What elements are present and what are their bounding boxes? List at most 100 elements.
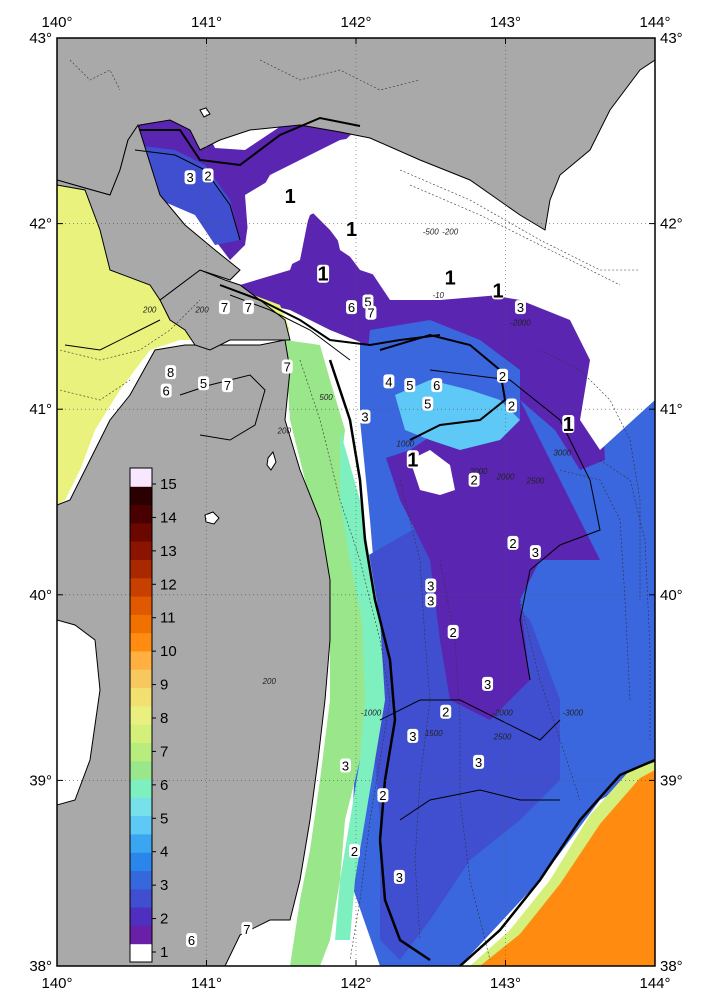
contour-value-label: 1 — [346, 219, 357, 241]
lon-tick-label-bottom: 143° — [490, 975, 521, 992]
contour-label-bg — [165, 365, 177, 380]
contour-label-bg — [404, 378, 416, 393]
contour-label-bg — [422, 396, 434, 411]
colorbar-swatch — [130, 577, 152, 597]
contour-label-bg — [160, 383, 172, 398]
contour-label-bg — [492, 281, 505, 300]
contour-value-label: 3 — [427, 579, 434, 594]
contour-label-bg — [444, 268, 457, 287]
field-eddy-white — [410, 450, 455, 495]
colorbar-border — [129, 467, 153, 963]
contour-value-label: 2 — [442, 705, 449, 720]
lon-tick-label-bottom: 142° — [340, 975, 371, 992]
colorbar-label: 7 — [160, 743, 168, 760]
contour-value-label: 2 — [508, 398, 515, 413]
lon-tick-label-top: 142° — [340, 14, 371, 31]
lat-tick-label-right: 38° — [660, 958, 683, 975]
contour-label-bg — [407, 728, 419, 743]
colorbar-label: 14 — [160, 509, 177, 526]
contour-value-label: 5 — [424, 397, 431, 412]
contour-label-bg — [346, 300, 358, 315]
colorbar-label: 15 — [160, 476, 177, 493]
lon-tick-label-top: 144° — [639, 14, 670, 31]
contour-label-bg — [281, 359, 293, 374]
contour-value-label: 2 — [379, 788, 386, 803]
contour-label-bg — [383, 374, 395, 389]
contour-value-label: 2 — [450, 625, 457, 640]
contour-west — [64, 319, 161, 351]
depth-200-north — [399, 169, 640, 271]
contour-label-bg — [317, 264, 330, 283]
contour-coast-main — [328, 359, 431, 962]
lon-tick-label-top: 140° — [41, 14, 72, 31]
colorbar-label: 8 — [160, 710, 168, 727]
depth-label: 2000 — [469, 467, 488, 476]
contour-south-2 — [399, 789, 560, 821]
colorbar-label: 13 — [160, 543, 177, 560]
lat-tick-label-left: 42° — [29, 216, 52, 233]
lat-tick-label-left: 43° — [29, 30, 52, 47]
depth-label: 500 — [319, 393, 333, 402]
depth-label: -1000 — [361, 708, 382, 717]
colorbar-swatch — [130, 760, 152, 780]
contour-value-label: 3 — [532, 545, 539, 560]
contour-label-bg — [406, 450, 419, 469]
contour-value-label: 6 — [348, 300, 355, 315]
land-islet-4 — [57, 619, 101, 806]
colorbar-swatch — [130, 486, 152, 506]
contour-label-bg — [440, 704, 452, 719]
field-north-blue-blob — [130, 145, 240, 245]
colorbar-swatch — [130, 888, 152, 908]
colorbar-swatch — [130, 852, 152, 872]
depth-label: 2000 — [496, 473, 515, 482]
contour-bay — [179, 374, 266, 441]
lat-tick-label-left: 41° — [29, 401, 52, 418]
contour-value-label: 7 — [284, 360, 291, 375]
contour-label-bg — [242, 300, 254, 315]
depth-labels: -500 -200 -10 -2000 200 200 500 200 1000 2000 2000… — [142, 228, 584, 742]
lat-tick-label-left: 38° — [29, 958, 52, 975]
field-north-purple — [125, 112, 360, 260]
field-west-yellow — [57, 185, 290, 505]
contour-label-bg — [349, 843, 361, 858]
colorbar-swatch — [130, 614, 152, 634]
depth-1500 — [439, 559, 491, 961]
contour-value-label: 7 — [224, 378, 231, 393]
contour-value-label: 6 — [188, 933, 195, 948]
depth-2000-east — [539, 349, 641, 600]
contour-value-label: 3 — [427, 593, 434, 608]
contour-label-bg — [482, 676, 494, 691]
field-se-orange — [480, 768, 655, 966]
depth-label: 200 — [277, 426, 292, 435]
contour-label-bg — [186, 933, 198, 948]
contour-label-bg — [365, 305, 377, 320]
contour-label-bg — [393, 869, 405, 884]
contour-value-label: 6 — [433, 378, 440, 393]
colorbar-swatch — [130, 541, 152, 560]
depth-label: 1500 — [425, 729, 443, 738]
colorbar-swatch — [130, 815, 152, 835]
contour-label-bg — [514, 300, 526, 315]
contour-label-bg — [198, 376, 210, 391]
contour-value-label: 3 — [517, 300, 524, 315]
depth-label: 200 — [194, 306, 209, 315]
contour-value-label: 2 — [204, 168, 211, 183]
contour-label-bg — [529, 545, 541, 560]
land-islet-1 — [204, 511, 220, 525]
field-se-yellow-band — [470, 762, 655, 966]
contour-label-bg — [284, 186, 297, 205]
lon-tick-label-top: 141° — [191, 14, 222, 31]
colorbar-swatch — [130, 559, 152, 579]
depth-hokkaido-2 — [69, 59, 121, 91]
contour-label-bg — [221, 378, 233, 393]
depth-2000-south — [519, 599, 581, 801]
graticule — [57, 38, 655, 966]
contour-label-bg — [340, 758, 352, 773]
field-coastal-green — [285, 340, 375, 966]
colorbar-swatch — [130, 742, 152, 762]
depth-label: -2000 — [492, 708, 513, 717]
lon-tick-label-bottom: 144° — [639, 975, 670, 992]
colorbar-swatch — [130, 687, 152, 707]
colorbar-swatch — [130, 522, 152, 542]
